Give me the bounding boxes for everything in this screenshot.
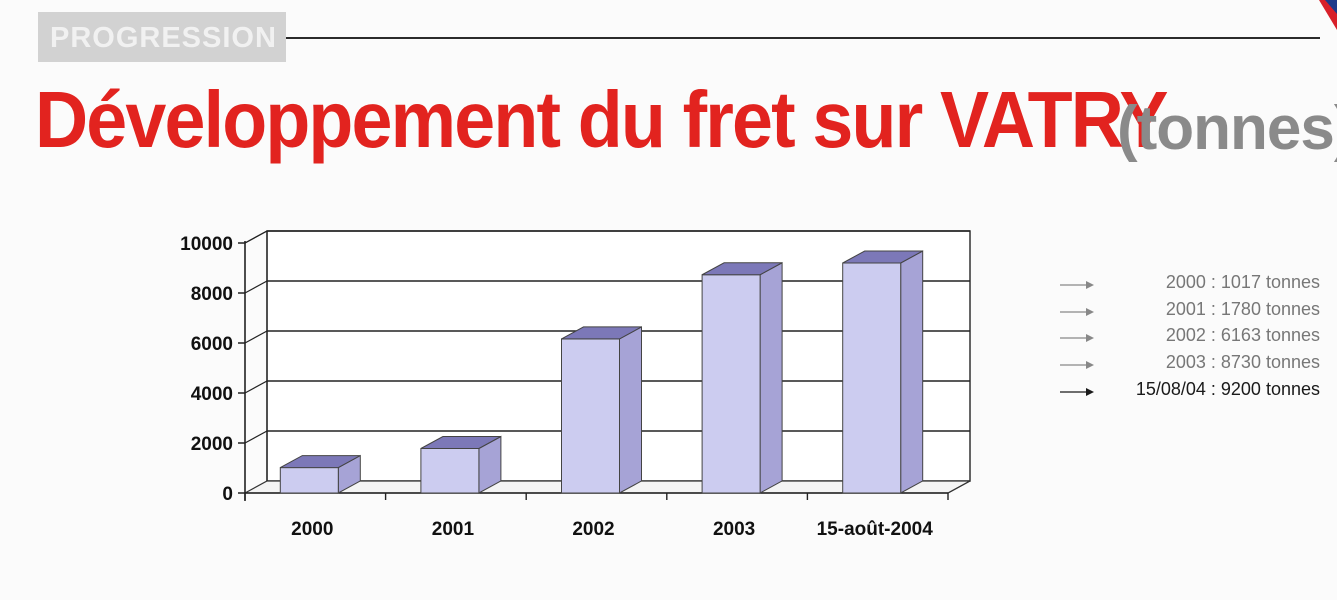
x-tick-label: 2000 bbox=[291, 519, 333, 540]
y-tick-label: 4000 bbox=[191, 384, 233, 405]
section-tag: PROGRESSION bbox=[38, 12, 286, 62]
gridline-side bbox=[244, 330, 268, 344]
gridline-side bbox=[244, 380, 268, 394]
legend: 2000 : 1017 tonnes 2001 : 1780 tonnes 2002… bbox=[1058, 272, 1320, 405]
title-main: Développement du fret sur VATRY bbox=[35, 75, 1168, 164]
legend-item: 2000 : 1017 tonnes bbox=[1058, 272, 1320, 299]
bar-15-août-2004 bbox=[842, 262, 902, 494]
legend-item: 15/08/04 : 9200 tonnes bbox=[1058, 379, 1320, 406]
y-tick-label: 6000 bbox=[191, 334, 233, 355]
y-tick-label: 0 bbox=[222, 484, 233, 505]
legend-item: 2003 : 8730 tonnes bbox=[1058, 352, 1320, 379]
y-tick-label: 10000 bbox=[180, 234, 233, 255]
arrow-right-icon bbox=[1060, 334, 1094, 343]
arrow-right-icon bbox=[1060, 281, 1094, 289]
bar-2002 bbox=[561, 338, 620, 494]
x-tick-label: 2002 bbox=[572, 519, 614, 540]
legend-item-label: 2002 : 6163 tonnes bbox=[1165, 325, 1320, 346]
page-title: Développement du fret sur VATRY (tonnes) bbox=[35, 75, 1337, 164]
corner-mark-icon bbox=[1319, 0, 1337, 30]
bar-2000 bbox=[279, 467, 339, 494]
legend-item-label: 2001 : 1780 tonnes bbox=[1165, 298, 1320, 319]
section-label: PROGRESSION bbox=[50, 22, 277, 54]
legend-item-label: 2000 : 1017 tonnes bbox=[1165, 272, 1320, 292]
arrow-right-icon bbox=[1060, 387, 1094, 396]
bar-top-15-août-2004 bbox=[842, 250, 923, 264]
y-tick-label: 8000 bbox=[191, 284, 233, 305]
y-axis-top-edge bbox=[244, 230, 268, 244]
x-tick-label: 2003 bbox=[713, 519, 755, 540]
bar-side-2003 bbox=[759, 261, 783, 494]
gridline-side bbox=[244, 430, 268, 444]
x-tick-label: 2001 bbox=[432, 519, 475, 540]
bar-side-2002 bbox=[619, 326, 642, 494]
bar-top-2002 bbox=[561, 326, 642, 340]
title-unit: (tonnes) bbox=[1117, 94, 1337, 163]
arrow-right-icon bbox=[1060, 361, 1094, 370]
y-tick-label: 2000 bbox=[191, 434, 233, 455]
x-tick-label: 15-août-2004 bbox=[817, 519, 934, 540]
bar-2001 bbox=[420, 448, 480, 494]
legend-item-label: 2003 : 8730 tonnes bbox=[1165, 352, 1320, 373]
gridline-side bbox=[244, 280, 268, 294]
header-rule bbox=[286, 37, 1320, 39]
legend-item-label: 15/08/04 : 9200 tonnes bbox=[1135, 378, 1320, 399]
chart-floor-edge bbox=[947, 480, 971, 494]
bar-side-15-août-2004 bbox=[900, 250, 924, 494]
legend-item: 2001 : 1780 tonnes bbox=[1058, 299, 1320, 326]
bar-top-2003 bbox=[701, 262, 783, 276]
bar-2003 bbox=[701, 274, 761, 494]
bar-top-2000 bbox=[280, 455, 361, 469]
legend-item: 2002 : 6163 tonnes bbox=[1058, 325, 1320, 352]
bar-top-2001 bbox=[420, 436, 502, 449]
arrow-right-icon bbox=[1060, 307, 1094, 316]
